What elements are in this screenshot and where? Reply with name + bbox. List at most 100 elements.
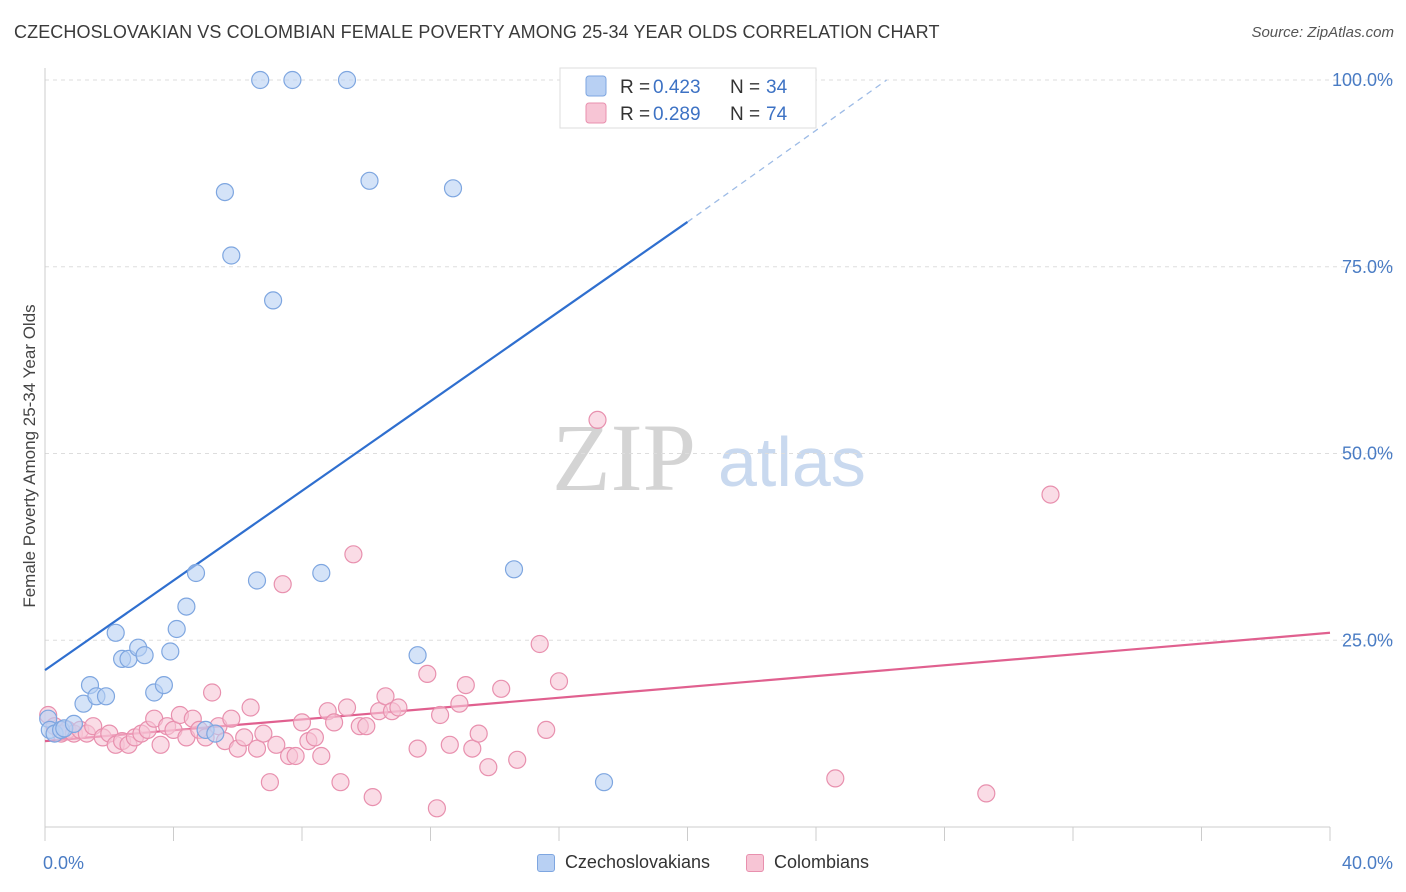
colombian-point [254,724,273,743]
y-tick-label: 75.0% [1342,257,1393,277]
bottom-legend-label-czechoslovakians: Czechoslovakians [564,852,711,872]
bottom-legend: Czechoslovakians Colombians [0,852,1406,873]
watermark: ZIP atlas [552,404,866,511]
colombian-point [363,787,382,807]
czechoslovakian-point [408,646,427,665]
colombian-point [588,410,607,429]
colombian-point [450,694,469,713]
czechoslovakian-point [167,619,186,639]
colombian-point [312,746,331,766]
y-tick-label: 25.0% [1342,630,1393,650]
colombian-point [549,672,569,691]
colombian-point [826,769,845,788]
colombian-point [440,735,459,754]
colombian-point [1041,485,1060,504]
axes: 25.0% 50.0% 75.0% 100.0% 0.0% 40.0% [43,68,1393,873]
czechoslovakian-trend-extension [687,79,888,223]
bottom-legend-label-colombians: Colombians [774,852,870,872]
czechoslovakian-point [504,560,524,579]
legend-r-value-1: 0.423 [653,77,701,98]
bottom-legend-swatch-colombians [746,853,765,872]
colombian-point [337,698,357,717]
czechoslovakian-point [312,563,331,583]
colombian-point [203,683,222,702]
czechoslovakian-point [154,675,173,695]
colombian-point [469,724,488,743]
colombian-point [427,799,446,818]
colombian-trend-line [44,631,1331,743]
colombian-point [463,739,482,758]
czechoslovakian-point [215,183,234,202]
czechoslovakian-point [443,179,463,198]
data-points [39,70,1060,818]
colombian-point [292,713,312,732]
legend-n-value-1: 34 [766,77,788,98]
legend-box: R = 0.423 N = 34 R = 0.289 N = 74 [559,67,817,129]
colombian-point [151,735,170,754]
czechoslovakian-point [283,70,302,90]
y-tick-label: 50.0% [1342,444,1393,464]
colombian-point [530,634,549,654]
colombian-point [357,717,376,736]
czechoslovakian-point [206,724,225,743]
colombian-point [344,545,363,564]
czechoslovakian-point [186,563,206,583]
legend-swatch-colombians [585,102,607,124]
x-tick-label-min: 0.0% [43,853,84,873]
colombian-point [431,705,450,725]
colombian-point [247,739,267,758]
czechoslovakian-point [177,597,196,616]
colombian-point [508,750,527,769]
bottom-legend-item-czechoslovakians: Czechoslovakians [536,852,711,873]
y-tick-label: 100.0% [1332,70,1393,90]
czechoslovakian-point [594,773,614,792]
czechoslovakian-point [64,714,84,734]
czechoslovakian-point [247,571,267,590]
legend-n-label-1: N = [730,77,760,98]
bottom-legend-item-colombians: Colombians [746,852,869,873]
colombian-point [408,739,427,758]
czechoslovakian-point [135,646,154,665]
czechoslovakian-point [337,70,357,90]
colombian-point [479,758,498,777]
watermark-zip: ZIP [552,404,696,511]
watermark-atlas: atlas [718,423,866,501]
colombian-point [325,713,344,732]
colombian-point [331,773,350,792]
legend-n-value-2: 74 [766,104,788,125]
colombian-point [235,728,254,747]
colombian-point [389,698,408,717]
colombian-point [305,728,324,747]
legend-r-label-1: R = [620,77,650,98]
czechoslovakian-point [96,687,116,706]
trend-lines [44,79,1331,743]
czechoslovakian-point [264,291,283,310]
source-label: Source: ZipAtlas.com [1251,24,1394,41]
colombian-point [241,698,260,717]
colombian-point [977,784,996,803]
czechoslovakian-point [161,642,180,661]
colombian-point [456,675,475,695]
colombian-point [260,773,279,792]
colombian-point [273,575,292,594]
czechoslovakian-point [222,246,241,265]
legend-r-label-2: R = [620,104,650,125]
chart-title: CZECHOSLOVAKIAN VS COLOMBIAN FEMALE POVE… [14,22,940,42]
czechoslovakian-trend-line [44,221,689,672]
colombian-point [376,687,395,706]
bottom-legend-swatch-czechoslovakians [536,853,555,872]
czechoslovakian-point [106,623,125,642]
grid [45,79,1395,641]
czechoslovakian-point [251,70,270,90]
legend-n-label-2: N = [730,104,760,125]
legend-swatch-czechoslovakians [585,75,607,97]
colombian-point [286,746,305,766]
colombian-point [418,664,437,684]
legend-r-value-2: 0.289 [653,104,701,125]
colombian-point [492,679,511,698]
czechoslovakian-point [360,171,379,190]
colombian-point [222,709,241,728]
x-tick-label-max: 40.0% [1342,853,1393,873]
colombian-point [267,735,286,754]
